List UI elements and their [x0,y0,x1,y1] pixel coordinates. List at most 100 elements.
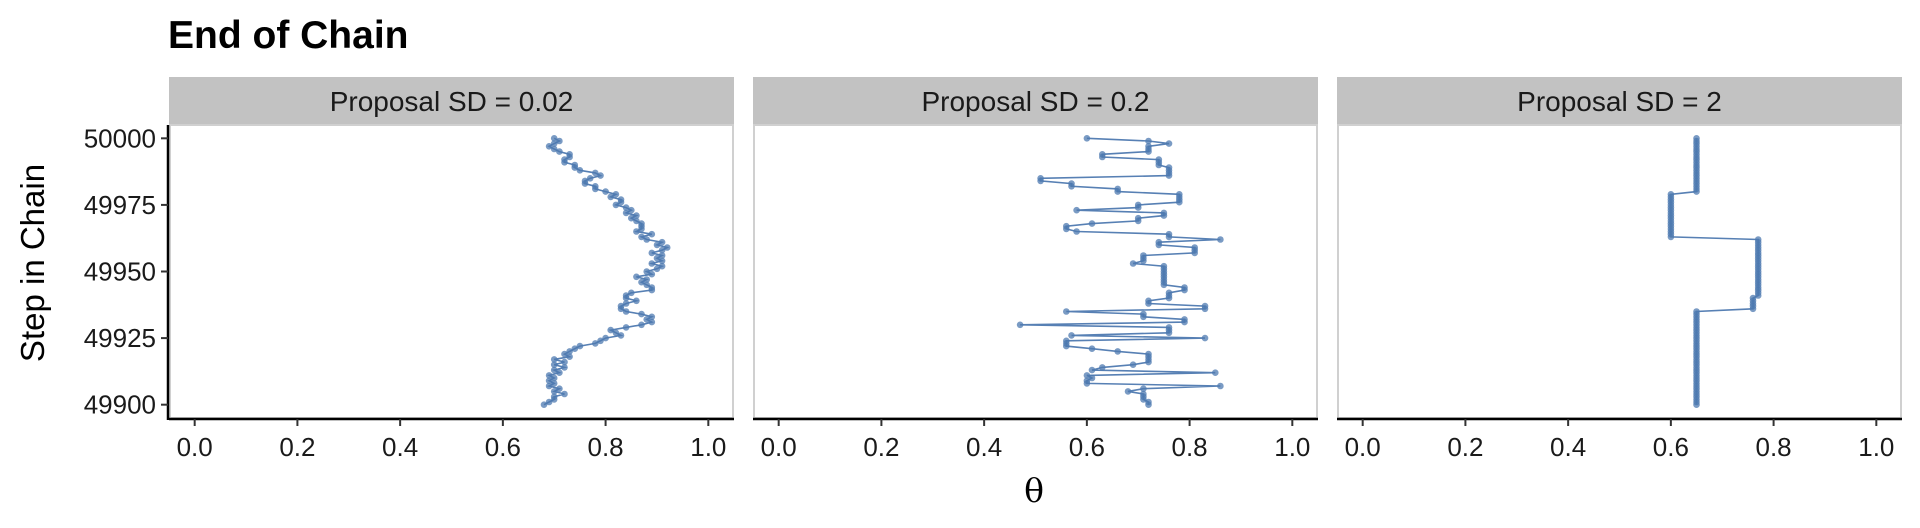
y-tick-label: 50000 [84,123,156,153]
trace-point [628,214,635,222]
trace-point [633,228,640,235]
trace-point [1693,308,1700,315]
trace-point [1134,214,1142,222]
trace-point [1114,348,1121,355]
trace-point [1088,366,1096,374]
trace-point [617,332,625,339]
trace-point [592,183,599,190]
x-tick-label: 0.8 [1756,432,1792,462]
trace-point [576,342,584,350]
x-tick-label: 0.8 [1172,432,1208,462]
trace-point [1063,337,1070,345]
y-axis: 49900 49925 49950 49975 50000 [84,123,170,420]
trace-point [622,292,630,299]
trace-point [1073,206,1080,214]
trace-point [1063,308,1070,315]
trace-point [576,167,584,174]
trace-point [540,401,548,409]
trace-point [1155,238,1163,246]
trace-point [622,308,630,315]
trace-point [581,177,589,185]
trace-point [612,201,620,209]
trace-point [556,385,563,393]
x-tick-label: 0.6 [1069,432,1105,462]
trace-point [648,284,656,291]
facet-panel: Proposal SD = 0.02 0.0 0.2 0.4 0.6 0.8 1.0 [169,77,734,462]
panel-frame [1337,124,1902,419]
trace-point [561,390,568,398]
trace-point [1160,262,1168,270]
trace-point [1754,236,1762,243]
trace-point [550,140,558,147]
trace-point [566,151,573,158]
trace-point [550,135,558,142]
trace-point [1160,209,1168,217]
trace-point [550,393,558,401]
x-tick-label: 1.0 [1274,432,1310,462]
trace-point [1201,302,1209,310]
trace-point [1099,151,1106,158]
trace-point [1181,316,1188,323]
trace-point [643,316,650,323]
trace-point [658,246,666,254]
trace-point [1088,374,1096,382]
facet-strip [753,77,1318,125]
trace-point [1165,140,1173,147]
trace-point [1068,332,1075,339]
trace-point [1083,377,1091,385]
trace-point [1145,143,1152,150]
trace-point [550,374,558,382]
facet-panel: Proposal SD = 0.2 0.0 0.2 0.4 0.6 0.8 1.0 [753,77,1318,462]
facet-strip [1337,77,1902,125]
trace-point [653,265,661,273]
trace-point [602,188,609,195]
x-tick-label: 0.6 [1653,432,1689,462]
x-axis-title: θ [1024,471,1044,510]
trace-point [1073,228,1080,235]
trace-point [1083,372,1091,379]
trace-point [550,361,558,369]
trace-point [648,260,656,267]
trace-point [592,340,599,347]
x-tick-label: 0.2 [1447,432,1483,462]
facet-strip-label: Proposal SD = 0.2 [921,86,1149,117]
trace-point [586,175,594,182]
x-tick-label: 1.0 [690,432,726,462]
trace-point [648,230,656,238]
x-tick-label: 0.2 [279,432,315,462]
trace-point [550,366,558,374]
trace-point [1145,297,1152,305]
trace-point [545,143,553,150]
trace-point [612,329,620,337]
trace-point [633,212,640,219]
trace-point [550,388,558,395]
facet-panels: Proposal SD = 0.020.0 0.2 0.4 0.6 0.8 1.0 Prop… [169,77,1902,462]
y-tick-label: 49950 [84,257,156,287]
trace-point [622,324,630,331]
trace-point [561,156,568,163]
trace-point [602,334,609,342]
trace-point [648,313,656,321]
x-tick-label: 0.2 [863,432,899,462]
trace-point [1165,289,1173,297]
trace-point [1083,135,1091,142]
trace-point [1145,350,1152,358]
trace-point [658,257,666,265]
trace-point [1099,364,1106,371]
trace-point [1088,345,1096,353]
y-tick-label: 49900 [84,390,156,420]
trace-point [561,358,568,366]
trace-point [1129,260,1137,267]
trace-point [550,145,558,153]
trace-point [561,350,568,358]
trace-point [643,268,650,275]
trace-line [1020,137,1221,405]
trace-point [545,382,553,390]
trace-point [1140,390,1147,398]
trace-point [1181,284,1188,291]
trace-point [566,348,573,355]
trace-point [633,297,640,305]
trace-point [556,369,563,377]
trace-point [1145,398,1152,406]
